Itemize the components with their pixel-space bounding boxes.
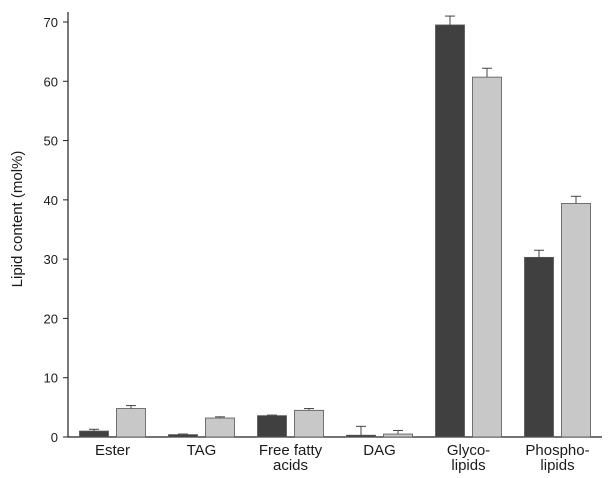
y-tick-label: 0	[51, 430, 58, 445]
y-tick-label: 40	[44, 193, 58, 208]
x-tick-label: Glyco-	[447, 442, 490, 459]
bar	[116, 408, 146, 438]
x-tick-label: acids	[273, 457, 308, 474]
x-tick-label: DAG	[363, 442, 396, 459]
x-tick-label: lipids	[540, 457, 574, 474]
bar	[168, 434, 198, 438]
x-tick-label: lipids	[451, 457, 485, 474]
bar	[346, 434, 376, 438]
bar	[524, 256, 554, 438]
bar	[257, 415, 287, 438]
y-axis-title: Lipid content (mol%)	[9, 151, 26, 288]
x-tick-label: Phospho-	[525, 442, 589, 459]
y-tick-label: 30	[44, 252, 58, 267]
bar	[205, 417, 235, 438]
x-tick-label: Ester	[95, 442, 130, 459]
y-tick-label: 10	[44, 371, 58, 386]
bar	[472, 76, 502, 438]
x-tick-label: TAG	[187, 442, 217, 459]
y-tick-label: 20	[44, 311, 58, 326]
bar	[561, 203, 591, 438]
bar	[383, 433, 413, 438]
bar	[79, 430, 109, 438]
y-tick-label: 70	[44, 15, 58, 30]
bar	[294, 409, 324, 438]
y-tick-label: 50	[44, 134, 58, 149]
y-tick-label: 60	[44, 74, 58, 89]
x-tick-label: Free fatty	[259, 442, 323, 459]
bar	[435, 24, 465, 438]
